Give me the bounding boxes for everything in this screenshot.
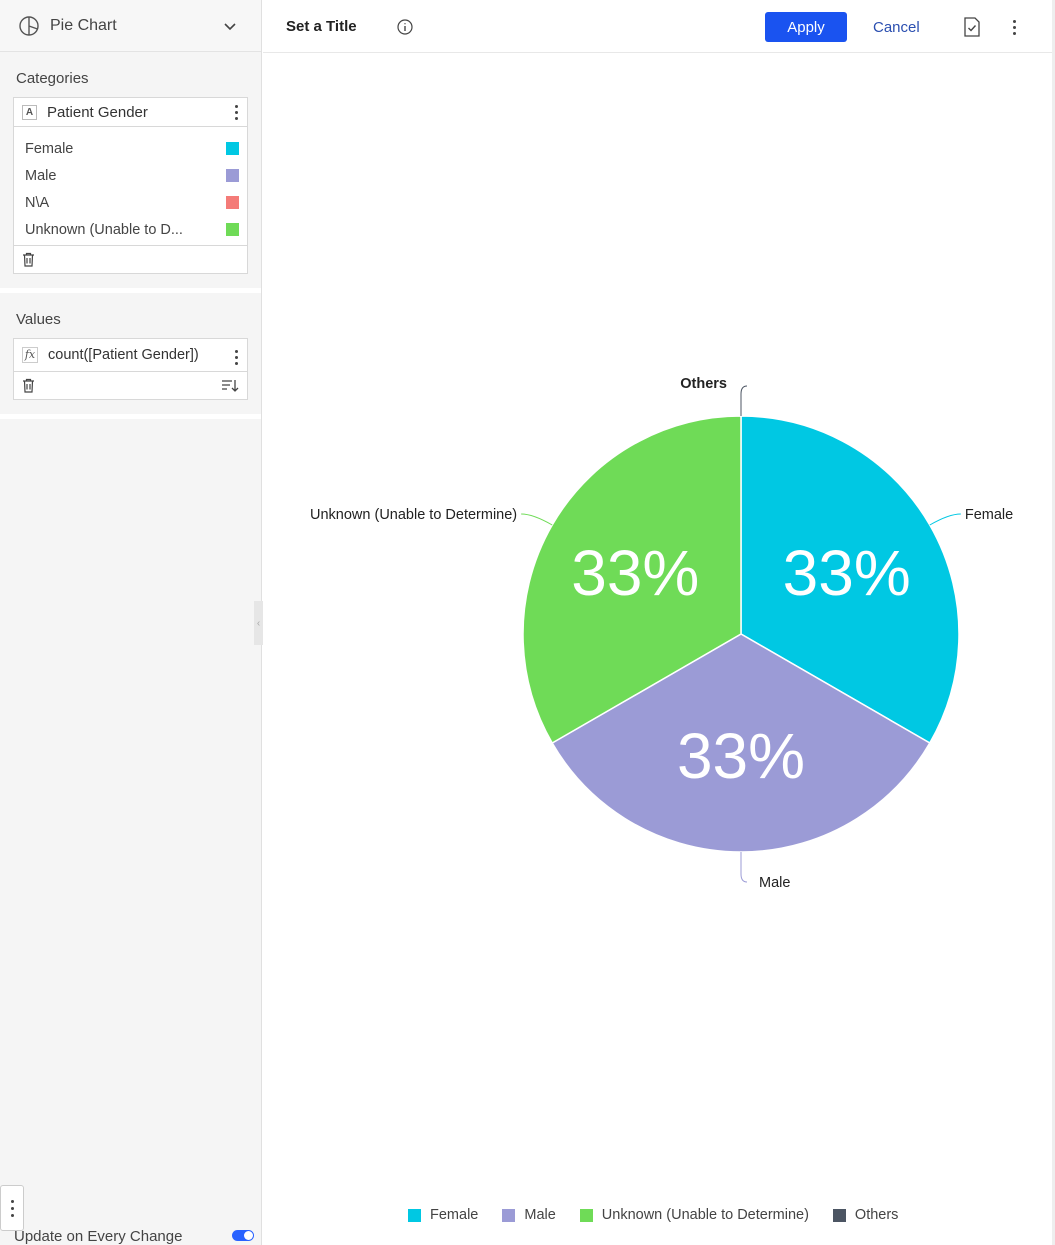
update-on-change-toggle[interactable]: [232, 1230, 254, 1241]
scroll-edge: [1052, 0, 1055, 1245]
slice-name-label: Male: [759, 875, 790, 891]
color-swatch[interactable]: [226, 196, 239, 209]
pie-chart: 33% Female 33% Male 33% Unknown (Unable to De…: [310, 376, 1013, 891]
sidebar-bottom: Update on Every Change: [0, 1185, 262, 1245]
leader-line: [740, 385, 748, 416]
sidebar: Pie Chart Categories A Patient Gender Fe…: [0, 0, 262, 1245]
category-field[interactable]: A Patient Gender: [14, 98, 247, 127]
update-on-change-label: Update on Every Change: [14, 1228, 183, 1245]
legend-swatch: [579, 1208, 593, 1222]
text-type-icon: A: [22, 104, 37, 120]
trash-icon[interactable]: [22, 252, 35, 267]
header: Set a Title Apply Cancel: [263, 0, 1055, 53]
slice-name-label: Female: [965, 507, 1013, 523]
values-title: Values: [16, 311, 61, 328]
value-field-name: count([Patient Gender]): [48, 347, 199, 363]
divider: [0, 414, 261, 419]
color-swatch[interactable]: [226, 223, 239, 236]
sort-icon[interactable]: [221, 379, 239, 393]
leader-line: [740, 852, 748, 883]
trash-icon[interactable]: [22, 378, 35, 393]
leader-line: [521, 513, 553, 526]
legend-label: Male: [524, 1207, 556, 1223]
collapse-sidebar-icon[interactable]: ‹: [254, 601, 263, 645]
legend-item[interactable]: Male: [502, 1207, 556, 1223]
category-item[interactable]: N\A: [14, 189, 247, 216]
leader-line: [929, 513, 961, 526]
legend-item[interactable]: Others: [832, 1207, 899, 1223]
slice-percent-label: 33%: [677, 720, 805, 792]
save-icon[interactable]: [963, 17, 981, 37]
apply-button[interactable]: Apply: [765, 12, 847, 42]
slice-percent-label: 33%: [783, 537, 911, 609]
chart-legend: Female Male Unknown (Unable to Determine…: [408, 1207, 898, 1223]
legend-swatch: [502, 1208, 516, 1222]
slice-percent-label: 33%: [571, 537, 699, 609]
more-options-icon[interactable]: [231, 104, 241, 120]
cancel-button[interactable]: Cancel: [869, 12, 924, 42]
slice-name-label: Unknown (Unable to Determine): [310, 507, 517, 523]
legend-item[interactable]: Female: [408, 1207, 478, 1223]
legend-label: Female: [430, 1207, 479, 1223]
pie-chart-icon: [19, 15, 39, 36]
values-panel: fx count([Patient Gender]): [13, 338, 248, 400]
chevron-down-icon[interactable]: [223, 19, 237, 33]
category-item[interactable]: Female: [14, 135, 247, 162]
chart-type-label: Pie Chart: [50, 16, 117, 34]
category-list: Female Male N\A Unknown (Unable to D...: [14, 127, 247, 246]
legend-label: Unknown (Unable to Determine): [601, 1207, 809, 1223]
category-item[interactable]: Unknown (Unable to D...: [14, 216, 247, 243]
chart-title[interactable]: Set a Title: [286, 17, 357, 35]
category-field-name: Patient Gender: [47, 103, 148, 121]
legend-swatch: [408, 1208, 421, 1222]
value-field[interactable]: fx count([Patient Gender]): [14, 339, 247, 372]
more-options-icon[interactable]: [231, 350, 241, 365]
category-item[interactable]: Male: [14, 162, 247, 189]
categories-title: Categories: [16, 70, 89, 87]
values-footer: [14, 372, 247, 399]
more-options-icon[interactable]: [1009, 20, 1019, 35]
main-area: Set a Title Apply Cancel 33% Female 33% Mal…: [263, 0, 1055, 1245]
categories-footer: [14, 246, 247, 273]
drag-handle-icon[interactable]: [0, 1185, 24, 1231]
color-swatch[interactable]: [226, 142, 239, 155]
legend-label: Others: [854, 1207, 899, 1223]
info-icon[interactable]: [397, 19, 413, 35]
color-swatch[interactable]: [226, 169, 239, 182]
slice-name-label: Others: [680, 376, 727, 392]
chart-type-selector[interactable]: Pie Chart: [0, 0, 261, 52]
categories-panel: A Patient Gender Female Male N\A Unknown…: [13, 97, 248, 274]
function-icon: fx: [22, 347, 38, 363]
divider: [0, 288, 261, 293]
legend-swatch: [832, 1208, 846, 1222]
legend-item[interactable]: Unknown (Unable to Determine): [579, 1207, 809, 1223]
